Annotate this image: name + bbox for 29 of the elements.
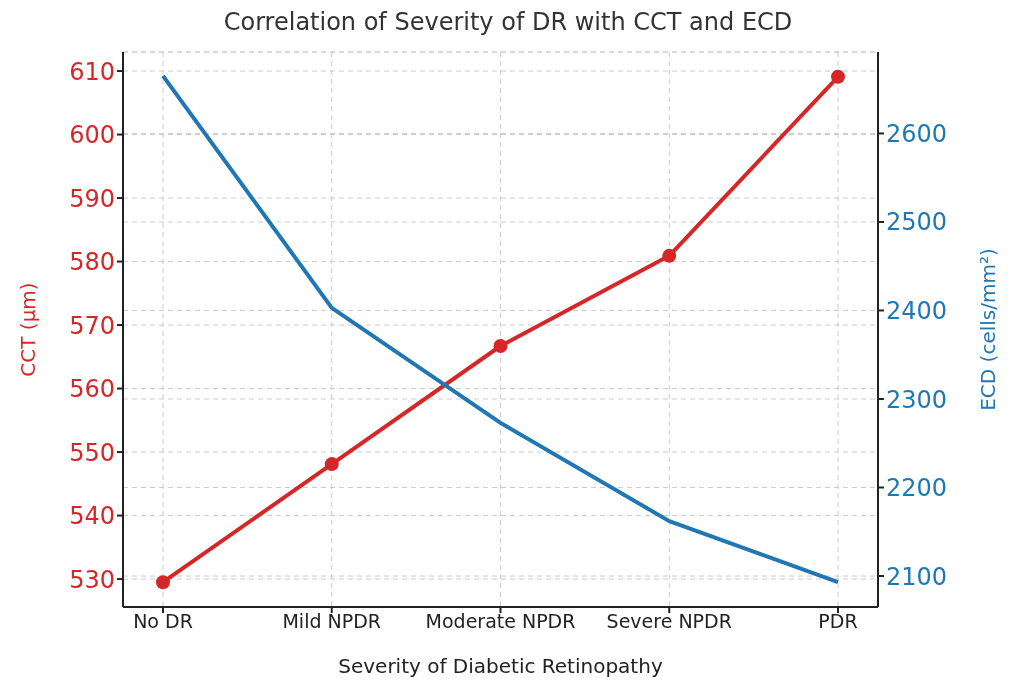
y-tick-label: 540: [69, 502, 115, 531]
x-tick-label: Moderate NPDR: [425, 610, 576, 633]
x-tick-label: Mild NPDR: [282, 610, 382, 633]
point: [831, 69, 845, 84]
y2-tick-label: 2600: [886, 119, 948, 148]
y2-tick-label: 2500: [886, 208, 948, 237]
y-tick-label: 530: [69, 565, 115, 594]
point: [156, 575, 170, 590]
y2-tick-label: 2300: [886, 385, 948, 414]
y2-tick-label: 2100: [886, 562, 948, 591]
y-tick-label: 580: [69, 248, 115, 277]
point: [493, 339, 508, 354]
point: [324, 457, 339, 472]
x-tick-label: Severe NPDR: [606, 610, 732, 633]
y-tick-label: 550: [69, 438, 115, 467]
y-tick-label: 590: [69, 184, 115, 213]
x-tick-label: No DR: [133, 610, 193, 633]
y-axis-title: CCT (µm): [16, 282, 41, 377]
y2-tick-label: 2400: [886, 296, 948, 325]
y-tick-label: 570: [69, 311, 115, 340]
y-tick-label: 610: [69, 57, 115, 86]
x-axis-title: Severity of Diabetic Retinopathy: [338, 654, 663, 678]
point: [662, 248, 677, 263]
y2-tick-label: 2200: [886, 474, 948, 503]
y-tick-label: 600: [69, 121, 115, 150]
y2-axis-title: ECD (cells/mm²): [976, 248, 1001, 411]
chart-title: Correlation of Severity of DR with CCT and ECD: [222, 8, 794, 38]
x-tick-label: PDR: [818, 610, 858, 633]
y-tick-label: 560: [69, 375, 115, 404]
